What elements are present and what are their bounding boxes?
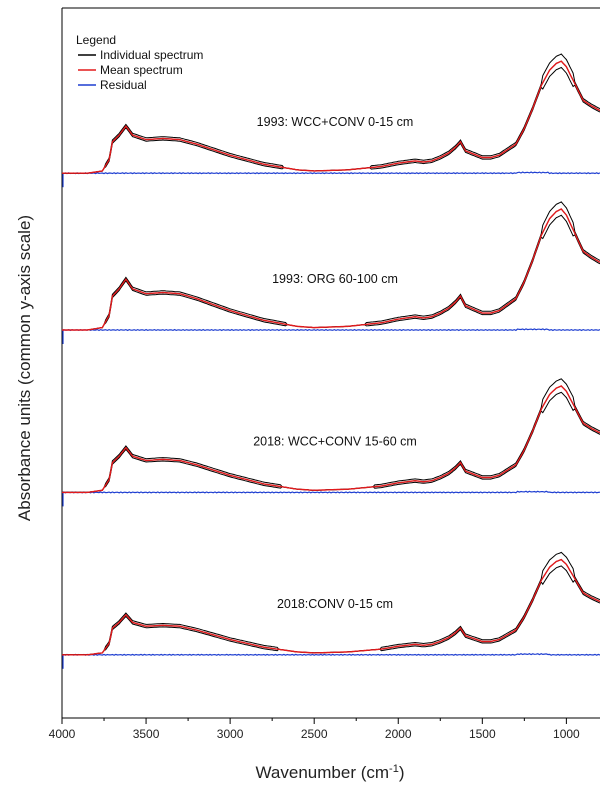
x-tick-label: 4000 [49,727,76,741]
panel-label: 2018:CONV 0-15 cm [277,597,393,611]
legend-entry-label: Mean spectrum [100,63,183,77]
x-axis-title: Wavenumber (cm-1) [256,763,405,782]
residual-line [62,171,600,175]
series-layer [61,53,600,669]
residual-line [61,653,600,656]
x-axis-title-main: Wavenumber (cm [256,763,390,782]
individual-spectrum-line [62,201,600,331]
y-axis-title: Absorbance units (common y-axis scale) [15,215,34,521]
mean-spectrum-line [62,385,600,494]
x-tick-label: 3000 [217,727,244,741]
panel-series-group [61,551,600,669]
mean-spectrum-line [62,208,600,331]
individual-spectrum-line [62,208,600,331]
panel-label: 1993: WCC+CONV 0-15 cm [257,115,414,129]
panel-series-group [61,378,600,507]
x-axis: 4000 3500 3000 2500 2000 1500 1000 [49,718,580,741]
x-tick-label: 1000 [553,727,580,741]
plot-frame [61,7,600,719]
mean-spectrum-line [62,60,600,174]
x-axis-title-sup: -1 [389,763,399,775]
x-tick-label: 2000 [385,727,412,741]
legend-entry-label: Residual [100,78,147,92]
panel-series-group [62,53,600,188]
residual-line [61,328,600,332]
legend-title: Legend [76,33,116,47]
panel-label: 1993: ORG 60-100 cm [272,272,398,286]
panel-labels: 1993: WCC+CONV 0-15 cm 1993: ORG 60-100 c… [253,115,417,611]
x-tick-label: 2500 [301,727,328,741]
mean-spectrum-line [62,558,600,656]
residual-line [61,490,600,494]
legend-entry-label: Individual spectrum [100,48,203,62]
panel-series-group [61,201,600,344]
x-axis-title-close: ) [399,763,405,782]
x-tick-label: 1500 [469,727,496,741]
panel-label: 2018: WCC+CONV 15-60 cm [253,434,417,448]
x-tick-label: 3500 [133,727,160,741]
